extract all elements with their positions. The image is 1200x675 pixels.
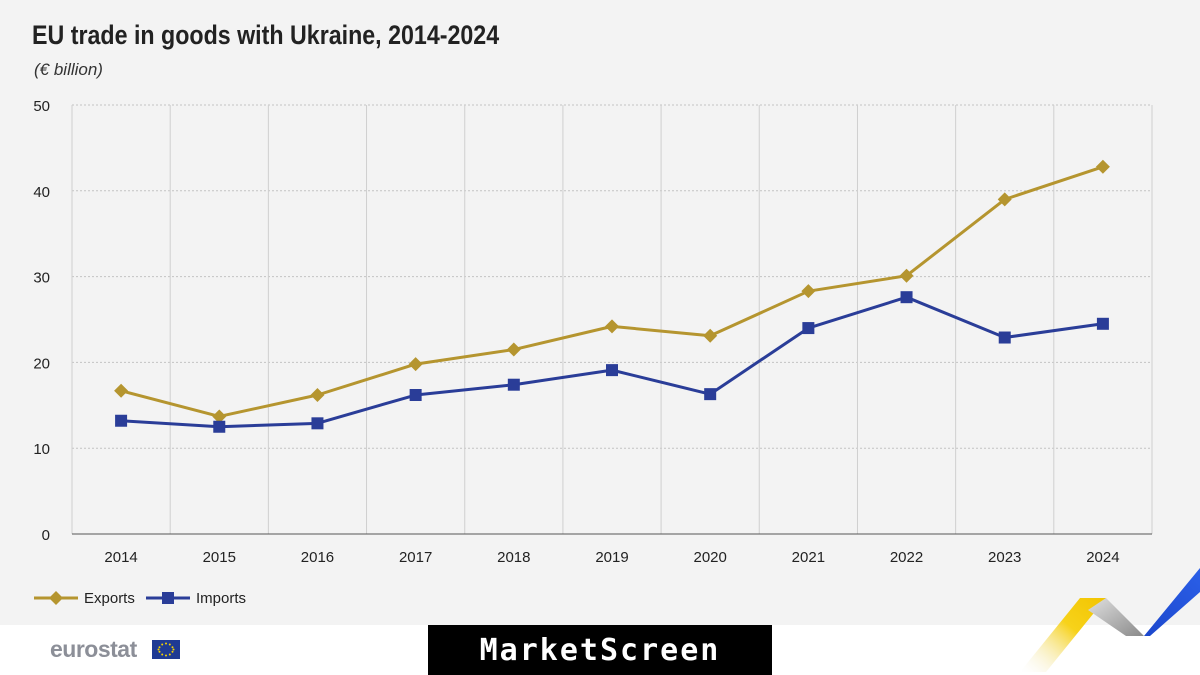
eurostat-logo: eurostat [50,636,137,662]
point-imports [115,414,128,427]
point-exports [408,357,423,372]
point-imports [507,378,520,391]
y-tick-label: 10 [33,441,50,458]
y-tick-label: 20 [33,355,50,372]
x-tick-label: 2022 [890,549,923,566]
point-exports [506,342,521,357]
x-tick-label: 2019 [595,549,628,566]
x-tick-label: 2020 [693,549,726,566]
point-imports [802,322,815,335]
point-imports [900,291,913,304]
legend-marker-imports [162,592,174,604]
point-imports [213,420,226,433]
x-tick-label: 2016 [301,549,334,566]
marketscreen-logo-icon [1020,568,1200,672]
point-imports [998,331,1011,344]
chart-legend: Exports Imports [34,590,246,607]
point-exports [212,409,227,424]
x-tick-label: 2024 [1086,549,1119,566]
chart-grid [71,104,1153,535]
point-imports [704,388,717,401]
marketscreen-brand: MarketScreen [428,625,772,675]
chart-subtitle: (€ billion) [34,60,103,79]
point-exports [801,284,816,299]
chart-title: EU trade in goods with Ukraine, 2014-202… [32,20,500,50]
x-axis-ticks: 2014 2015 2016 2017 2018 2019 2020 2021 2022 2023… [104,549,1119,566]
point-imports [1096,317,1109,330]
point-exports [605,319,619,334]
legend-label-imports: Imports [196,590,246,607]
y-tick-label: 40 [33,184,50,201]
point-imports [409,389,422,402]
x-tick-label: 2017 [399,549,432,566]
point-exports [899,268,914,283]
x-tick-label: 2014 [104,549,137,566]
point-exports [997,192,1012,207]
y-axis-ticks: 0 10 20 30 40 50 [33,98,50,544]
point-exports [114,383,129,398]
y-tick-label: 30 [33,270,50,287]
point-exports [703,328,718,343]
eu-flag-icon [152,640,180,659]
legend-marker-exports [49,591,63,605]
x-tick-label: 2015 [203,549,236,566]
line-chart: 0 10 20 30 40 50 2014 2015 2016 2017 2018 2019 2020… [33,98,1153,607]
x-tick-label: 2023 [988,549,1021,566]
point-exports [1095,159,1110,174]
point-exports [310,388,325,403]
x-tick-label: 2021 [792,549,825,566]
point-imports [606,364,618,377]
y-tick-label: 0 [42,527,50,544]
series-markers [114,159,1110,433]
point-imports [311,417,324,430]
legend-label-exports: Exports [84,590,135,607]
y-tick-label: 50 [33,98,50,115]
x-tick-label: 2018 [497,549,530,566]
